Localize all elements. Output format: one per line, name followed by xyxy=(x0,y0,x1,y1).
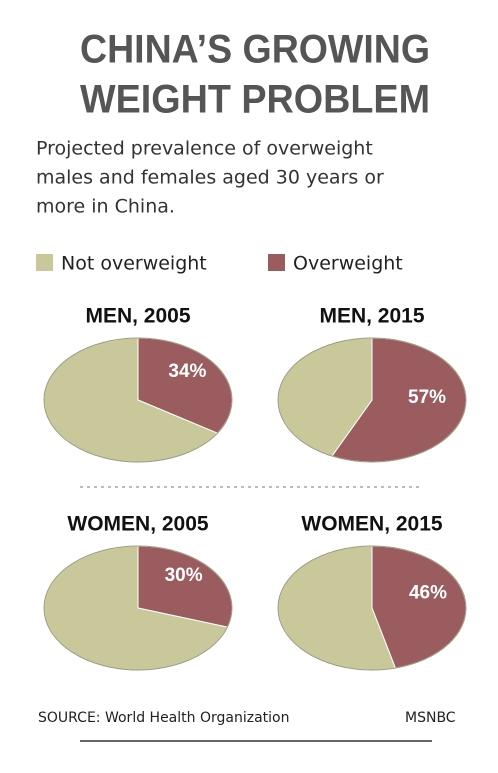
pie-title: MEN, 2005 xyxy=(85,305,190,328)
value-label: 34% xyxy=(168,361,206,382)
subtitle-line: Projected prevalence of overweight xyxy=(36,138,373,160)
credit: MSNBC xyxy=(405,710,456,726)
value-label: 57% xyxy=(408,387,446,408)
subtitle-line: more in China. xyxy=(36,196,175,218)
title-line: CHINA’S GROWING xyxy=(80,28,430,72)
legend-label: Not overweight xyxy=(61,253,207,275)
value-label: 46% xyxy=(409,582,447,603)
source: SOURCE: World Health Organization xyxy=(38,710,289,726)
subtitle-line: males and females aged 30 years or xyxy=(36,167,384,189)
legend-swatch xyxy=(268,254,285,271)
value-label: 30% xyxy=(165,565,203,586)
pie-rim xyxy=(277,337,467,463)
pie-rim xyxy=(43,337,233,463)
pie-title: WOMEN, 2015 xyxy=(301,513,443,536)
legend-swatch xyxy=(36,254,53,271)
pie-rim xyxy=(277,545,467,671)
pie-title: MEN, 2015 xyxy=(319,305,424,328)
pie-title: WOMEN, 2005 xyxy=(67,513,209,536)
title-line: WEIGHT PROBLEM xyxy=(80,78,430,122)
legend-label: Overweight xyxy=(293,253,403,275)
pie-rim xyxy=(43,545,233,671)
